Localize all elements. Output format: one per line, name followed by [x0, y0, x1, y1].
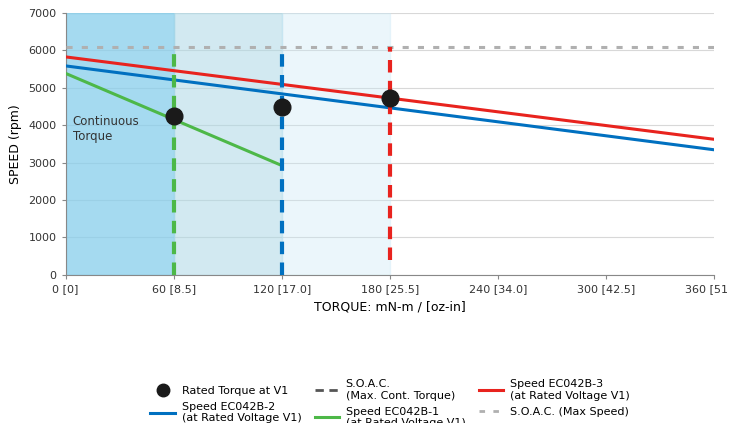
Y-axis label: SPEED (rpm): SPEED (rpm) [9, 104, 22, 184]
Legend: Rated Torque at V1, Speed EC042B-2
(at Rated Voltage V1), S.O.A.C.
(Max. Cont. T: Rated Torque at V1, Speed EC042B-2 (at R… [146, 375, 634, 423]
Text: Continuous
Torque: Continuous Torque [73, 115, 139, 143]
X-axis label: TORQUE: mN-m / [oz-in]: TORQUE: mN-m / [oz-in] [314, 301, 466, 314]
